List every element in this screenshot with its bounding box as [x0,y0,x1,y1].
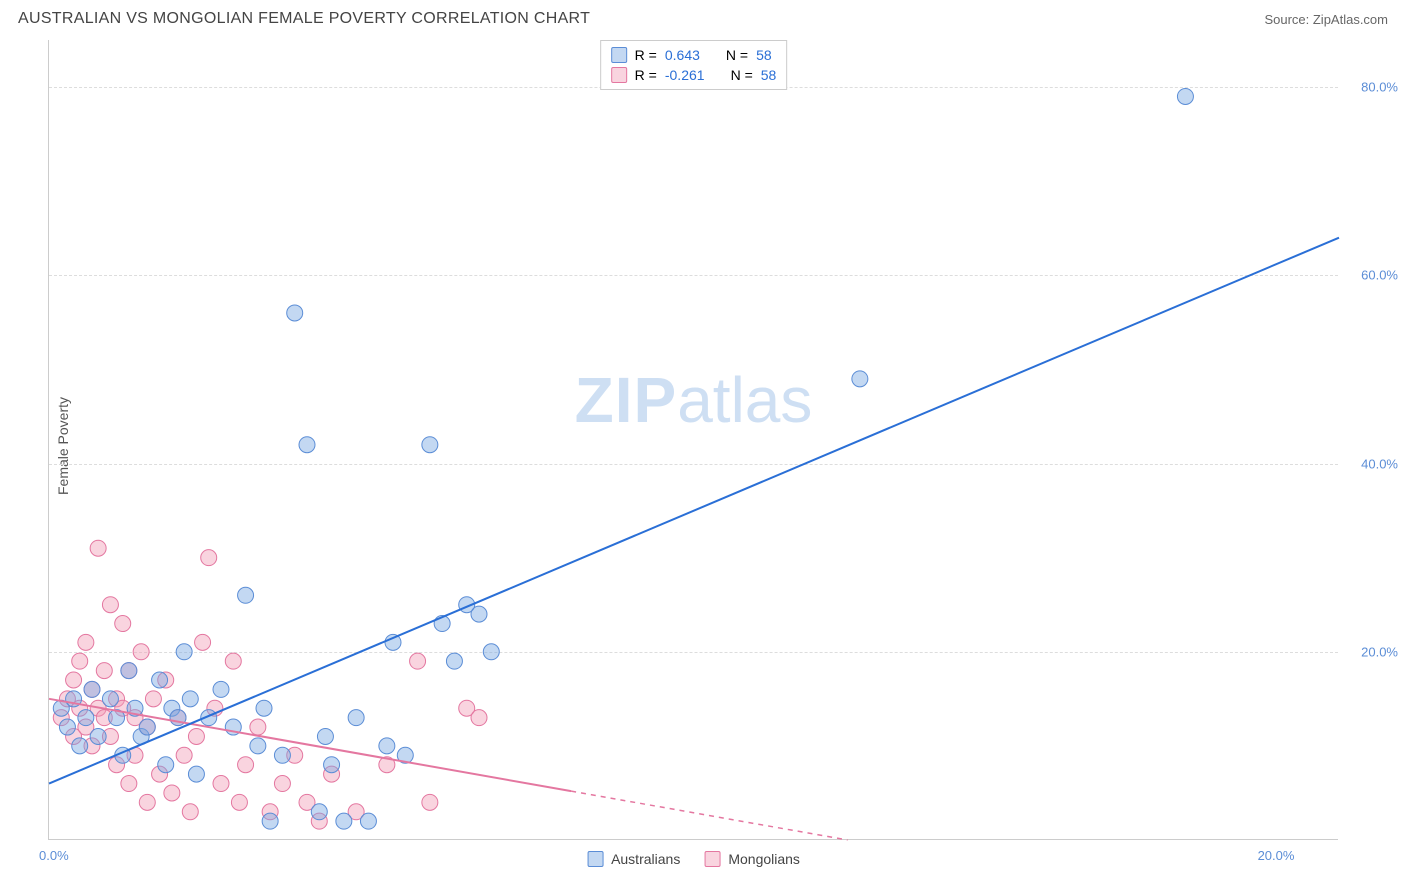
legend-label-australians: Australians [611,851,680,867]
legend-label-mongolians: Mongolians [728,851,800,867]
data-point [139,719,155,735]
data-point [176,747,192,763]
data-point [231,794,247,810]
source-prefix: Source: [1264,12,1312,27]
data-point [182,804,198,820]
data-point [133,644,149,660]
data-point [311,804,327,820]
data-point [139,794,155,810]
data-point [188,766,204,782]
data-point [213,776,229,792]
swatch-mongolians-icon [704,851,720,867]
data-point [158,757,174,773]
data-point [471,710,487,726]
legend-row-mongolians: R = -0.261 N = 58 [611,65,777,85]
data-point [121,776,137,792]
data-point [274,776,290,792]
x-tick-right: 20.0% [1258,848,1295,863]
x-tick-left: 0.0% [39,848,69,863]
data-point [78,710,94,726]
data-point [274,747,290,763]
r-value-mongolians: -0.261 [665,67,705,83]
y-tick-label: 40.0% [1361,456,1398,471]
data-point [121,663,137,679]
chart-plot-area: 20.0%40.0%60.0%80.0% ZIPatlas R = 0.643 … [48,40,1338,840]
data-point [256,700,272,716]
data-point [213,681,229,697]
y-tick-label: 20.0% [1361,644,1398,659]
data-point [336,813,352,829]
legend-row-australians: R = 0.643 N = 58 [611,45,777,65]
data-point [324,757,340,773]
data-point [348,710,364,726]
data-point [102,597,118,613]
legend-item-mongolians: Mongolians [704,851,800,867]
data-point [238,757,254,773]
y-tick-label: 60.0% [1361,268,1398,283]
data-point [59,719,75,735]
legend-item-australians: Australians [587,851,680,867]
n-label: N = [726,47,748,63]
data-point [471,606,487,622]
data-point [84,681,100,697]
data-point [66,672,82,688]
data-point [379,738,395,754]
data-point [446,653,462,669]
data-point [72,738,88,754]
chart-title: AUSTRALIAN VS MONGOLIAN FEMALE POVERTY C… [18,10,590,28]
r-value-australians: 0.643 [665,47,700,63]
data-point [72,653,88,669]
data-point [422,794,438,810]
data-point [195,634,211,650]
data-point [360,813,376,829]
data-point [96,663,112,679]
data-point [299,437,315,453]
data-point [385,634,401,650]
swatch-mongolians-icon [611,67,627,83]
trend-line-extrapolated [571,791,847,840]
correlation-legend: R = 0.643 N = 58 R = -0.261 N = 58 [600,40,788,90]
n-label: N = [731,67,753,83]
data-point [201,550,217,566]
trend-line [49,238,1339,784]
data-point [1177,88,1193,104]
y-tick-label: 80.0% [1361,80,1398,95]
n-value-mongolians: 58 [761,67,777,83]
swatch-australians-icon [611,47,627,63]
data-point [287,305,303,321]
data-point [145,691,161,707]
data-point [483,644,499,660]
data-point [852,371,868,387]
data-point [225,653,241,669]
data-point [164,785,180,801]
series-legend: Australians Mongolians [587,851,800,867]
data-point [115,616,131,632]
data-point [90,540,106,556]
swatch-australians-icon [587,851,603,867]
data-point [422,437,438,453]
data-point [90,728,106,744]
data-point [410,653,426,669]
data-point [317,728,333,744]
data-point [152,672,168,688]
data-point [188,728,204,744]
data-point [250,738,266,754]
data-point [250,719,266,735]
data-point [102,691,118,707]
source-attribution: Source: ZipAtlas.com [1264,12,1388,27]
r-label: R = [635,67,657,83]
n-value-australians: 58 [756,47,772,63]
scatter-svg [49,40,1338,839]
data-point [262,813,278,829]
source-name: ZipAtlas.com [1313,12,1388,27]
r-label: R = [635,47,657,63]
data-point [182,691,198,707]
data-point [78,634,94,650]
data-point [238,587,254,603]
data-point [176,644,192,660]
